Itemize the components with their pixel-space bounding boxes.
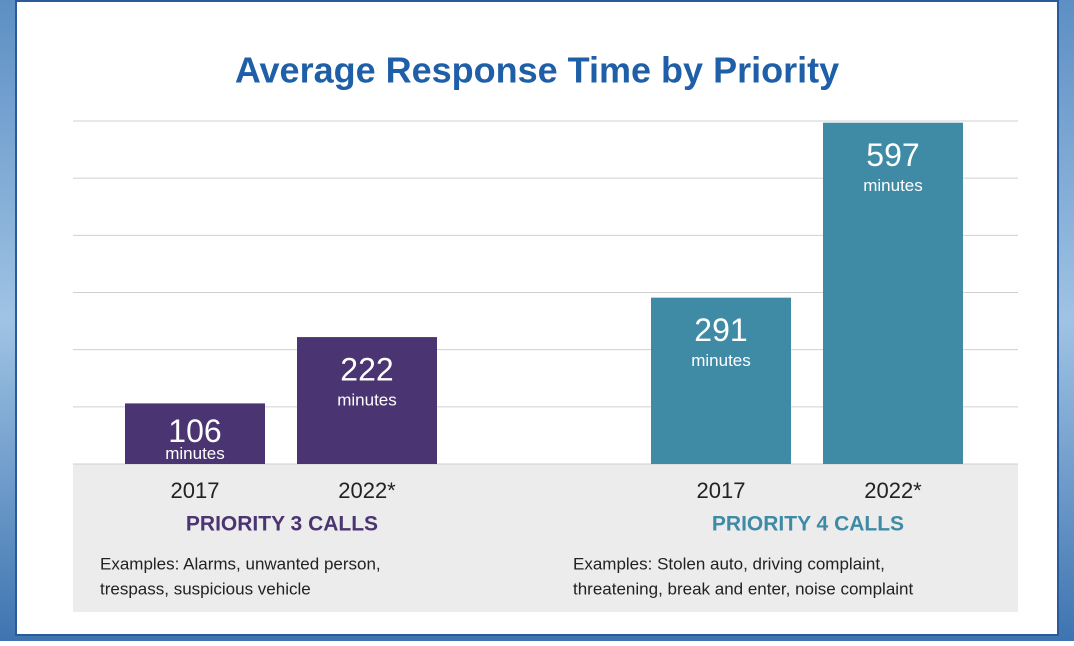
x-tick-label: 2022* xyxy=(864,478,922,503)
chart-title: Average Response Time by Priority xyxy=(235,50,839,91)
x-tick-label: 2022* xyxy=(338,478,396,503)
examples-text: Examples: Stolen auto, driving complaint… xyxy=(573,554,885,573)
examples-text: trespass, suspicious vehicle xyxy=(100,579,311,598)
group-label: PRIORITY 3 CALLS xyxy=(186,513,378,536)
bar xyxy=(823,123,963,464)
x-tick-label: 2017 xyxy=(171,478,220,503)
group-label: PRIORITY 4 CALLS xyxy=(712,513,904,536)
value-label: 291 xyxy=(694,312,747,348)
value-unit: minutes xyxy=(337,391,397,410)
examples-text: Examples: Alarms, unwanted person, xyxy=(100,554,381,573)
value-unit: minutes xyxy=(691,351,751,370)
value-label: 597 xyxy=(866,137,919,173)
value-unit: minutes xyxy=(863,176,923,195)
chart: Average Response Time by Priority 106min… xyxy=(0,0,1074,641)
examples-text: threatening, break and enter, noise comp… xyxy=(573,579,914,598)
value-unit: minutes xyxy=(165,444,225,463)
x-tick-label: 2017 xyxy=(697,478,746,503)
value-label: 222 xyxy=(340,352,393,388)
